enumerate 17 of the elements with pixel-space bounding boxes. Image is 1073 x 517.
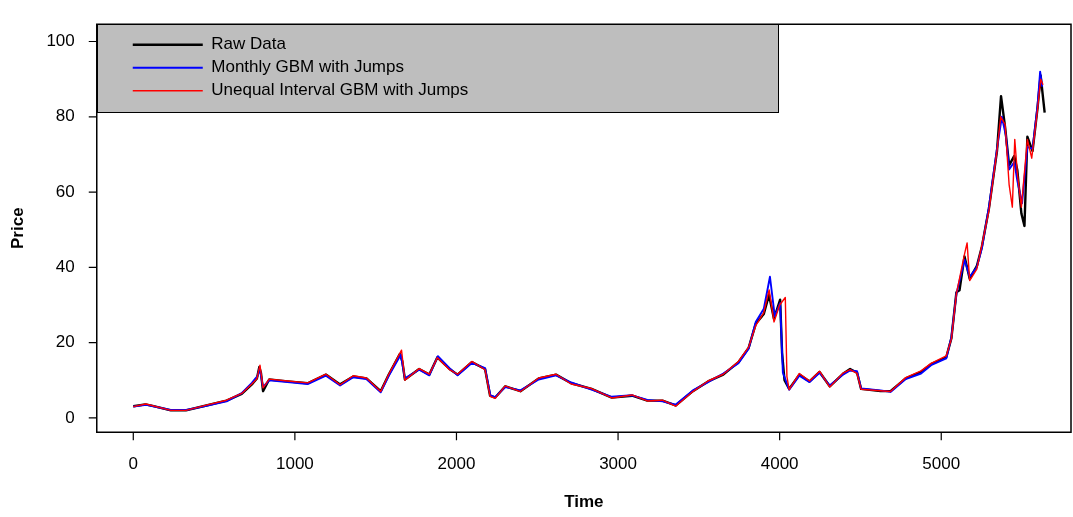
- x-tick-label: 0: [128, 454, 139, 474]
- x-axis-title: Time: [564, 492, 604, 512]
- x-tick-label: 4000: [760, 454, 799, 474]
- y-axis-title: Price: [7, 207, 27, 249]
- y-tick-label: 100: [46, 31, 75, 51]
- legend-label: Raw Data: [211, 34, 287, 54]
- legend-label: Monthly GBM with Jumps: [211, 57, 404, 77]
- y-tick-label: 0: [65, 407, 75, 427]
- y-tick-label: 80: [55, 106, 75, 126]
- legend-label: Unequal Interval GBM with Jumps: [211, 80, 469, 100]
- x-tick-label: 3000: [599, 454, 637, 474]
- y-tick-label: 60: [55, 181, 75, 201]
- x-tick-label: 1000: [275, 454, 314, 474]
- x-tick-label: 5000: [922, 454, 961, 474]
- y-tick-label: 40: [55, 257, 75, 277]
- y-tick-label: 20: [55, 332, 75, 352]
- x-tick-label: 2000: [437, 454, 476, 474]
